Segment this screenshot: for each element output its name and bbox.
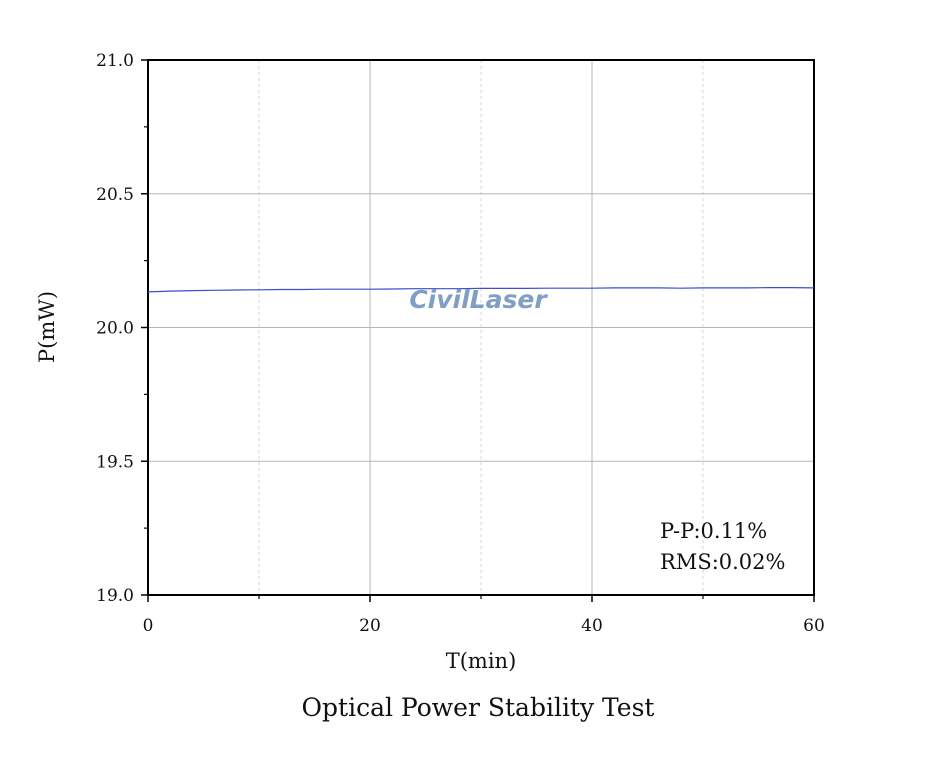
series-line xyxy=(147,287,815,293)
watermark-logo: CivilLaser xyxy=(409,285,548,314)
grid xyxy=(148,60,814,595)
annotation-rms: RMS:0.02% xyxy=(660,550,786,574)
x-tick-labels: 0 20 40 60 xyxy=(143,616,825,636)
y-axis-title: P(mW) xyxy=(35,291,59,363)
y-tick-labels: 19.0 19.5 20.0 20.5 21.0 xyxy=(96,51,134,606)
y-tick-label: 19.5 xyxy=(96,452,134,472)
series-layer xyxy=(147,287,815,293)
y-tick-label: 21.0 xyxy=(96,51,134,71)
chart-caption: Optical Power Stability Test xyxy=(302,693,655,722)
x-tick-label: 40 xyxy=(581,616,603,636)
annotation-pp: P-P:0.11% xyxy=(660,519,767,543)
x-tick-label: 0 xyxy=(143,616,154,636)
y-tick-label: 20.0 xyxy=(96,319,134,339)
x-axis-title: T(min) xyxy=(446,649,517,673)
y-tick-label: 19.0 xyxy=(96,586,134,606)
y-tick-label: 20.5 xyxy=(96,185,134,205)
axis-ticks xyxy=(141,59,815,602)
x-tick-label: 60 xyxy=(803,616,825,636)
x-tick-label: 20 xyxy=(359,616,381,636)
